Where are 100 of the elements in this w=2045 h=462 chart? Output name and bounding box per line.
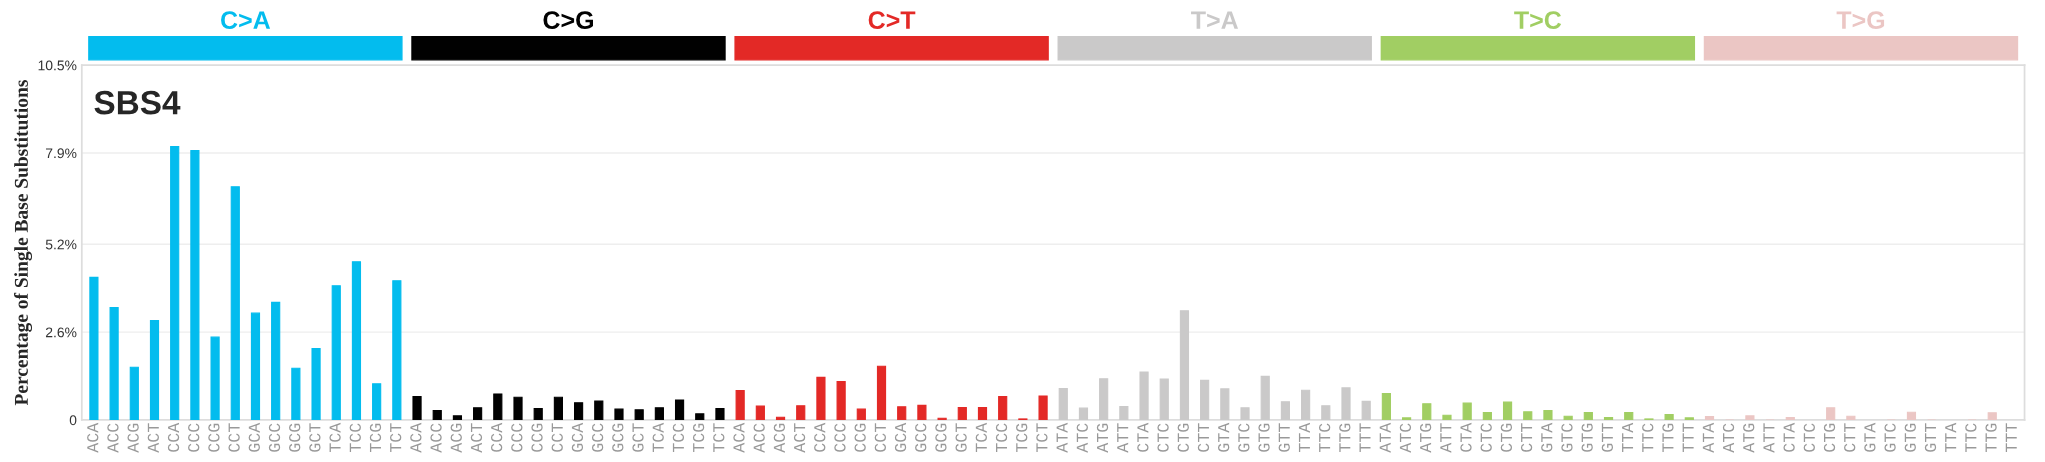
- x-tick-label: GCA: [571, 422, 584, 452]
- x-tick-label: TTT: [1682, 423, 1694, 453]
- x-tick-label: TTA: [1945, 422, 1957, 453]
- x-tick-label: CCC: [834, 423, 846, 452]
- x-tick-label: GTA: [1217, 422, 1230, 452]
- x-tick-label: ATA: [1702, 422, 1714, 453]
- x-tick-label: GTG: [1258, 423, 1270, 452]
- x-tick-label: CTC: [1480, 423, 1492, 452]
- x-tick-label: GTC: [1884, 423, 1896, 452]
- x-tick-label: GCT: [955, 423, 967, 452]
- y-axis-title: Percentage of Single Base Substitutions: [14, 80, 32, 406]
- x-tick-label: TCT: [390, 423, 402, 453]
- x-tick-label: TCC: [349, 423, 361, 453]
- x-tick-label: ACG: [127, 423, 139, 453]
- x-tick-label: CTC: [1803, 423, 1815, 452]
- x-tick-label: CCA: [490, 422, 503, 452]
- x-tick-label: GTT: [1924, 423, 1937, 452]
- x-tick-label: ACG: [450, 423, 462, 453]
- x-tick-label: CTT: [1197, 423, 1210, 452]
- x-tick-label: ATA: [1379, 422, 1391, 453]
- x-tick-label: TCT: [713, 423, 725, 453]
- x-tick-label: TTT: [1359, 423, 1371, 453]
- x-tick-label: ACC: [430, 423, 442, 453]
- x-tick-label: GTG: [1904, 423, 1916, 452]
- x-tick-label: CCT: [551, 423, 563, 452]
- y-tick-label: 10.5%: [38, 60, 77, 71]
- x-tick-label: ATC: [1076, 423, 1088, 453]
- x-tick-label: GCG: [289, 423, 301, 452]
- x-tick-label: CTA: [1137, 422, 1149, 452]
- x-tick-label: TCT: [1036, 423, 1048, 453]
- x-tick-label: ACT: [147, 423, 159, 453]
- x-tick-label: GTA: [1864, 422, 1876, 452]
- x-tick-label: CTC: [1157, 423, 1169, 452]
- text: C>A: [221, 11, 271, 29]
- x-tick-label: ATA: [1056, 422, 1068, 453]
- x-tick-label: GTC: [1238, 423, 1250, 452]
- x-tick-label: GCC: [591, 423, 604, 452]
- text: C>G: [543, 11, 593, 29]
- x-tick-label: CCG: [531, 423, 543, 452]
- text: T>C: [1514, 11, 1562, 29]
- x-tick-label: ATC: [1722, 423, 1735, 453]
- x-tick-label: TTA: [1622, 422, 1634, 453]
- x-tick-label: ACT: [793, 423, 806, 453]
- x-tick-label: TTG: [1662, 423, 1674, 453]
- x-tick-label: ATG: [1743, 423, 1755, 453]
- x-tick-label: ACA: [410, 422, 422, 453]
- x-tick-label: ACA: [87, 422, 99, 453]
- x-tick-label: CCG: [854, 423, 866, 452]
- x-tick-label: CTA: [1783, 422, 1795, 452]
- x-tick-label: TTT: [2005, 423, 2017, 453]
- x-tick-label: GCC: [268, 423, 281, 452]
- x-tick-label: GTG: [1581, 423, 1593, 452]
- x-tick-label: TCA: [652, 422, 664, 453]
- x-tick-label: GCA: [894, 422, 907, 452]
- x-tick-label: CCG: [208, 423, 220, 452]
- x-tick-label: TCC: [672, 423, 685, 453]
- x-tick-label: TTC: [1642, 423, 1654, 453]
- x-tick-label: GTT: [1278, 423, 1290, 452]
- x-tick-label: ACG: [773, 423, 786, 453]
- text: C>T: [868, 11, 916, 29]
- x-tick-label: ACT: [470, 423, 483, 453]
- x-tick-label: GCC: [915, 423, 927, 452]
- x-tick-label: TCC: [995, 423, 1008, 453]
- x-tick-label: TTG: [1985, 423, 1997, 453]
- x-tick-label: ATT: [1440, 423, 1452, 453]
- x-tick-label: TCA: [329, 422, 341, 453]
- x-tick-label: GCT: [632, 423, 644, 452]
- x-tick-label: TTA: [1298, 422, 1310, 453]
- x-tick-label: GCG: [935, 423, 947, 452]
- x-tick-label: TCG: [369, 423, 382, 453]
- x-tick-label: TTC: [1965, 423, 1977, 453]
- x-tick-label: GCT: [309, 423, 321, 452]
- x-tick-label: TCA: [975, 422, 987, 453]
- x-tick-label: TCG: [1016, 423, 1028, 453]
- x-tick-label: TCG: [692, 423, 705, 453]
- x-tick-label: CTG: [1500, 423, 1513, 452]
- x-tick-label: ACC: [753, 423, 765, 453]
- x-tick-label: ATT: [1763, 423, 1775, 453]
- x-tick-label: ACA: [733, 422, 745, 453]
- x-tick-label: CTT: [1520, 423, 1533, 452]
- x-tick-label: GCA: [248, 422, 260, 452]
- x-tick-label: ATG: [1096, 423, 1109, 453]
- x-tick-label: ATC: [1399, 423, 1412, 453]
- x-tick-label: GTT: [1601, 423, 1614, 452]
- x-tick-label: CTG: [1823, 423, 1836, 452]
- x-tick-label: CCT: [228, 423, 240, 452]
- x-tick-label: CCA: [167, 422, 180, 452]
- x-tick-label: CTG: [1177, 423, 1189, 452]
- x-tick-label: CTA: [1460, 422, 1472, 452]
- y-tick-label: 0: [69, 415, 77, 426]
- x-tick-label: ACC: [107, 423, 119, 453]
- x-tick-label: CCC: [188, 423, 200, 452]
- x-tick-label: TTG: [1339, 423, 1351, 453]
- x-tick-label: GTC: [1561, 423, 1573, 452]
- x-tick-label: GCG: [612, 423, 624, 452]
- x-tick-label: ATT: [1117, 423, 1129, 453]
- text: SBS4: [94, 90, 181, 115]
- x-tick-label: TTC: [1318, 423, 1331, 453]
- y-tick-label: 7.9%: [45, 148, 77, 159]
- x-tick-label: CCT: [874, 423, 886, 452]
